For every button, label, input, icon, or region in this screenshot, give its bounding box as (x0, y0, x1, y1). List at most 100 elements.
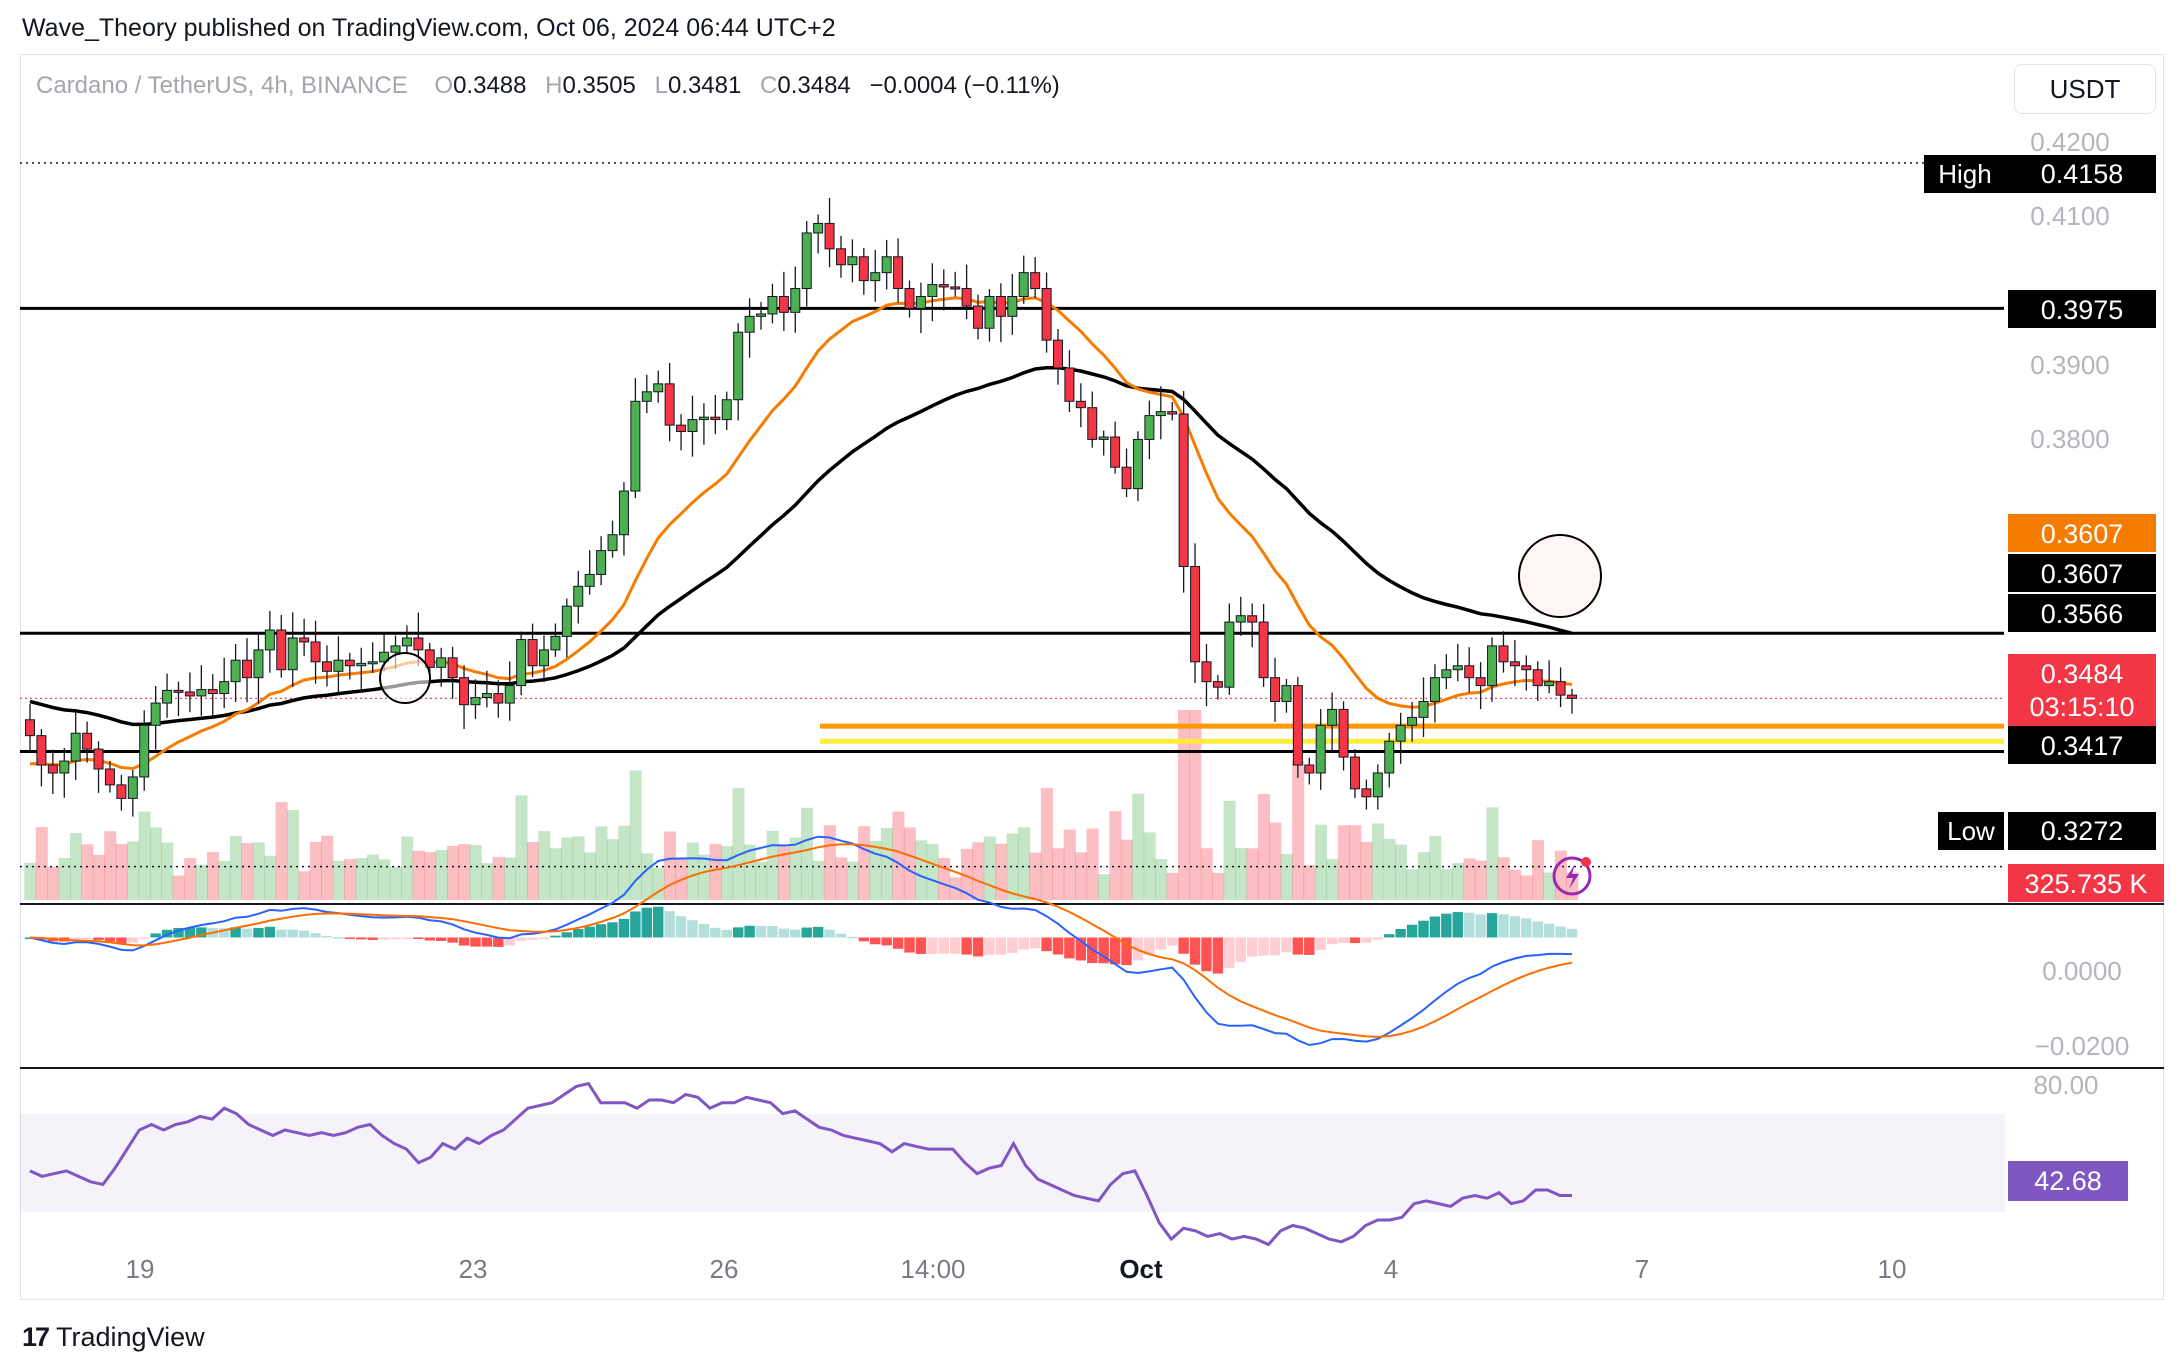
candle-body (493, 693, 504, 704)
macd-histogram-bar (298, 930, 310, 938)
x-tick-26: 26 (710, 1254, 739, 1284)
macd-histogram-bar (230, 927, 241, 938)
candle-body (687, 419, 698, 432)
macd-layer (24, 835, 1578, 1047)
close-value: 0.3484 (777, 72, 851, 99)
support-value-box (2008, 726, 2156, 764)
candle-body (1521, 665, 1532, 671)
volume-bar (207, 851, 220, 900)
candle-body (1292, 685, 1303, 766)
volume-bar (1132, 793, 1145, 900)
lightning-bolt-icon (1566, 864, 1579, 889)
volume-bar (332, 860, 345, 900)
volume-bar (401, 836, 414, 900)
candle-body (299, 637, 310, 643)
volume-bar (229, 836, 242, 900)
candle-body (1270, 677, 1281, 702)
volume-bar (1269, 822, 1282, 900)
volume-bar (446, 845, 459, 900)
macd-histogram-bar (1566, 928, 1578, 938)
candle-body (927, 284, 938, 297)
macd-histogram-bar (732, 927, 744, 938)
candle-body (1235, 615, 1246, 623)
macd-histogram-bar (892, 937, 904, 949)
volume-bar (1006, 833, 1019, 900)
x-tick-oct: Oct (1119, 1254, 1163, 1284)
candle-body (1338, 708, 1349, 758)
macd-histogram-bar (1258, 937, 1269, 956)
volume-bar (595, 826, 608, 900)
macd-histogram-bar (1189, 937, 1201, 965)
candle-body (1041, 288, 1052, 341)
macd-histogram-bar (561, 932, 573, 938)
volume-bar (1200, 848, 1213, 900)
macd-histogram-bar (127, 937, 139, 943)
candle-body (1532, 669, 1543, 687)
candle-body (264, 629, 275, 651)
y-tick-0.4200: 0.4200 (2030, 127, 2110, 157)
macd-histogram-bar (595, 924, 607, 938)
volume-bar (241, 843, 254, 900)
currency-button[interactable]: USDT (2014, 64, 2156, 114)
volume-bar (1543, 872, 1556, 900)
close-label: C (760, 72, 778, 99)
macd-histogram-bar (1532, 921, 1543, 938)
candle-body (1178, 413, 1189, 567)
volume-bar (561, 837, 574, 900)
macd-histogram-bar (356, 937, 367, 940)
candle-body (1201, 661, 1212, 683)
candle-body (401, 637, 412, 647)
macd-histogram-bar (424, 937, 435, 941)
symbol-name[interactable]: Cardano / TetherUS, 4h, BINANCE (36, 72, 408, 99)
volume-bar (264, 855, 277, 900)
candle-body (1258, 621, 1269, 679)
macd-histogram-bar (104, 937, 116, 942)
macd-histogram-bar (241, 928, 253, 938)
volume-bar (58, 857, 71, 900)
macd-histogram-bar (1269, 937, 1281, 956)
candle-body (242, 659, 253, 679)
crossover-circle-left (379, 652, 431, 704)
macd-line (29, 835, 1573, 1047)
lightning-icon[interactable] (1552, 856, 1592, 896)
macd-histogram-bar (961, 937, 972, 955)
volume-bar (1452, 863, 1465, 900)
macd-histogram-bar (493, 937, 504, 947)
macd-histogram-bar (1121, 937, 1132, 966)
rsi-value: 42.68 (2034, 1166, 2102, 1196)
volume-bar (572, 836, 585, 900)
macd-histogram-bar (1167, 937, 1178, 946)
candle-body (1384, 740, 1395, 774)
x-tick-7: 7 (1635, 1254, 1649, 1284)
candle-body (196, 689, 207, 697)
candle-body (344, 659, 355, 667)
x-tick-4: 4 (1384, 1254, 1398, 1284)
volume-value: 325.735 K (2024, 869, 2147, 899)
candle-body (184, 691, 195, 697)
macd-histogram-bar (1144, 937, 1155, 955)
volume-bar (1029, 852, 1042, 900)
candle-body (744, 315, 755, 333)
candle-body (116, 784, 127, 799)
macd-histogram-bar (984, 937, 995, 955)
volume-bar (492, 856, 505, 900)
macd-histogram-bar (378, 937, 390, 940)
volume-bar (1497, 857, 1510, 900)
volume-bar (766, 830, 779, 900)
candle-body (641, 391, 652, 402)
macd-histogram-bar (949, 937, 961, 954)
macd-tick-0: 0.0000 (2042, 956, 2122, 986)
volume-bar (1063, 829, 1076, 900)
candle-body (104, 768, 115, 786)
tradingview-logo[interactable]: 17 TradingView (22, 1322, 205, 1353)
high-value: 0.3505 (562, 72, 636, 99)
macd-histogram-bar (1155, 937, 1167, 950)
volume-bar (458, 844, 471, 900)
macd-histogram-bar (435, 937, 447, 941)
volume-bar (549, 848, 562, 900)
macd-histogram-bar (607, 922, 618, 938)
candle-body (436, 657, 447, 668)
candle-body (1098, 436, 1109, 440)
candle-body (961, 288, 972, 307)
